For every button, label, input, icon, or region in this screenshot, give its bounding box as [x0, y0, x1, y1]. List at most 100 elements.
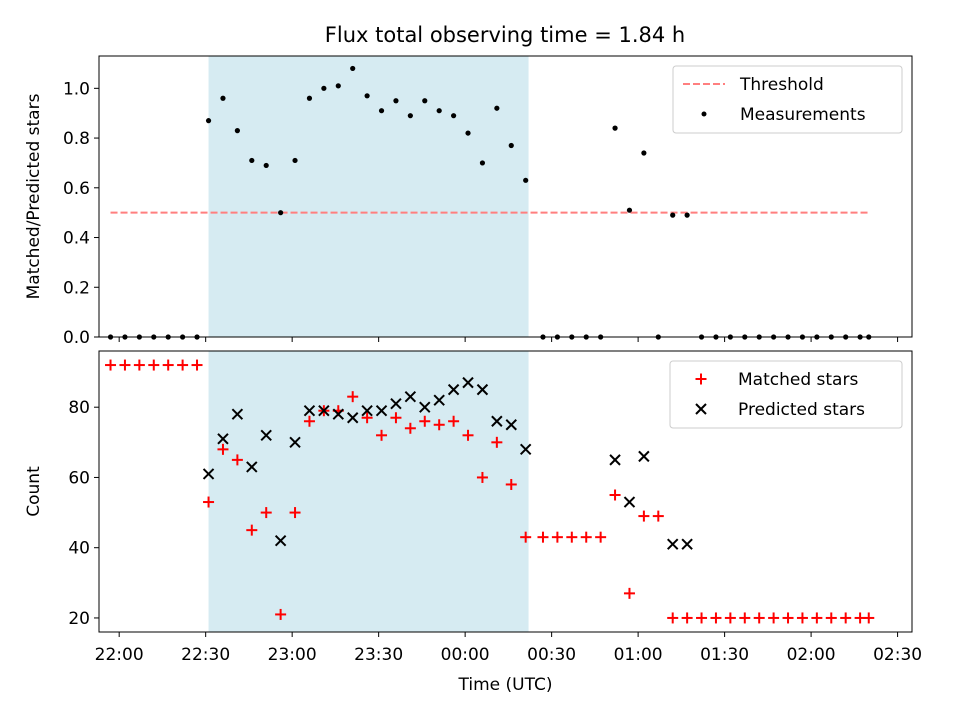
measurement-point — [684, 212, 690, 218]
predicted-star-point — [433, 394, 445, 406]
measurement-point — [364, 93, 370, 99]
matched-star-point — [133, 359, 145, 371]
x-tick-label: 02:30 — [873, 645, 922, 665]
cross-stroke — [447, 383, 460, 396]
cross-stroke — [462, 376, 474, 389]
matched-star-point — [390, 412, 402, 424]
ratio-x-ticks — [118, 337, 899, 342]
matched-star-point — [105, 359, 117, 371]
cross-stroke — [667, 538, 679, 550]
matched-star-point — [623, 587, 635, 599]
cross-stroke — [246, 461, 258, 473]
matched-star-point — [476, 471, 488, 483]
matched-star-point — [448, 415, 460, 427]
predicted-star-point — [246, 461, 258, 473]
matched-star-point — [580, 531, 592, 543]
count-y-axis-label: Count — [24, 466, 44, 517]
cross-stroke — [519, 443, 532, 456]
predicted-star-point — [491, 415, 503, 427]
count-x-axis: 22:00 22:30 23:00 23:30 00:00 00:30 01:00 01:30… — [95, 632, 922, 665]
legend-predicted-swatch — [695, 403, 707, 415]
matched-star-point — [246, 524, 258, 536]
measurement-point — [249, 157, 255, 164]
predicted-star-point — [303, 405, 316, 417]
legend-measurement-swatch — [701, 111, 707, 117]
matched-star-point — [739, 612, 751, 624]
legend-cross-mark — [695, 403, 707, 415]
matched-star-point — [638, 510, 650, 522]
cross-stroke — [202, 468, 215, 480]
cross-stroke — [491, 415, 503, 427]
ratio-y-axis: 0.0 0.2 0.4 0.6 0.8 1.0 — [63, 79, 99, 348]
y-tick-label: 1.0 — [63, 79, 90, 99]
matched-star-point — [710, 612, 722, 624]
predicted-star-point — [505, 419, 517, 431]
measurement-point — [350, 65, 356, 72]
measurement-point — [523, 177, 529, 183]
measurement-point — [393, 98, 399, 104]
matched-star-point — [667, 612, 679, 624]
matched-star-point — [696, 612, 708, 624]
legend-threshold-label: Threshold — [739, 75, 824, 95]
matched-star-point — [782, 612, 794, 624]
cross-stroke — [289, 436, 301, 449]
matched-star-point — [724, 612, 736, 624]
measurement-point — [612, 125, 618, 131]
x-axis-label: Time (UTC) — [458, 675, 553, 695]
predicted-star-point — [667, 538, 679, 550]
matched-star-point — [863, 612, 875, 624]
matched-star-point — [289, 507, 301, 519]
matched-star-point — [177, 359, 189, 371]
count-legend-box — [669, 360, 903, 429]
measurement-point — [335, 83, 341, 89]
matched-star-point — [347, 391, 359, 403]
x-tick-label: 23:30 — [354, 645, 403, 665]
predicted-star-point — [231, 408, 244, 420]
measurement-point — [494, 105, 500, 111]
measurement-point — [422, 98, 428, 104]
measurement-point — [479, 160, 486, 166]
measurement-point — [626, 207, 633, 213]
predicted-star-point — [390, 397, 402, 410]
x-tick-label: 22:00 — [95, 645, 144, 665]
legend-matched-label: Matched stars — [738, 370, 858, 390]
y-tick-label: 60 — [68, 468, 90, 488]
measurement-point — [263, 162, 269, 169]
matched-star-point — [148, 359, 160, 371]
measurement-point — [465, 130, 471, 136]
matched-star-point — [595, 531, 607, 543]
cross-stroke — [303, 405, 316, 417]
measurement-point — [407, 113, 413, 119]
matched-star-point — [491, 436, 503, 448]
observing-window-shade — [208, 351, 529, 632]
matched-star-point — [275, 608, 287, 620]
y-tick-label: 20 — [68, 609, 90, 629]
count-marks — [105, 359, 875, 624]
matched-star-point — [505, 478, 517, 490]
measurement-point — [321, 85, 327, 91]
y-tick-label: 0.4 — [63, 229, 90, 249]
legend-matched-swatch — [695, 373, 707, 385]
cross-stroke — [390, 397, 402, 410]
measurement-point — [234, 128, 240, 134]
count-y-axis: 20 40 60 80 — [68, 398, 99, 629]
predicted-star-point — [289, 436, 301, 449]
measurement-point — [220, 95, 226, 101]
predicted-star-point — [318, 405, 330, 417]
matched-star-point — [119, 359, 131, 371]
cross-stroke — [361, 405, 373, 417]
predicted-star-point — [623, 496, 636, 508]
matched-star-point — [566, 531, 578, 543]
ratio-y-axis-label: Matched/Predicted stars — [24, 93, 44, 299]
matched-star-point — [551, 531, 563, 543]
x-tick-label: 00:30 — [527, 645, 576, 665]
y-tick-label: 80 — [68, 398, 90, 418]
cross-stroke — [274, 534, 287, 547]
cross-stroke — [505, 419, 517, 431]
cross-stroke — [419, 401, 431, 413]
matched-star-point — [419, 415, 431, 427]
matched-star-point — [361, 412, 373, 424]
ratio-axes-frame — [98, 55, 913, 338]
matched-star-point — [231, 454, 243, 466]
matched-star-point — [652, 510, 664, 522]
